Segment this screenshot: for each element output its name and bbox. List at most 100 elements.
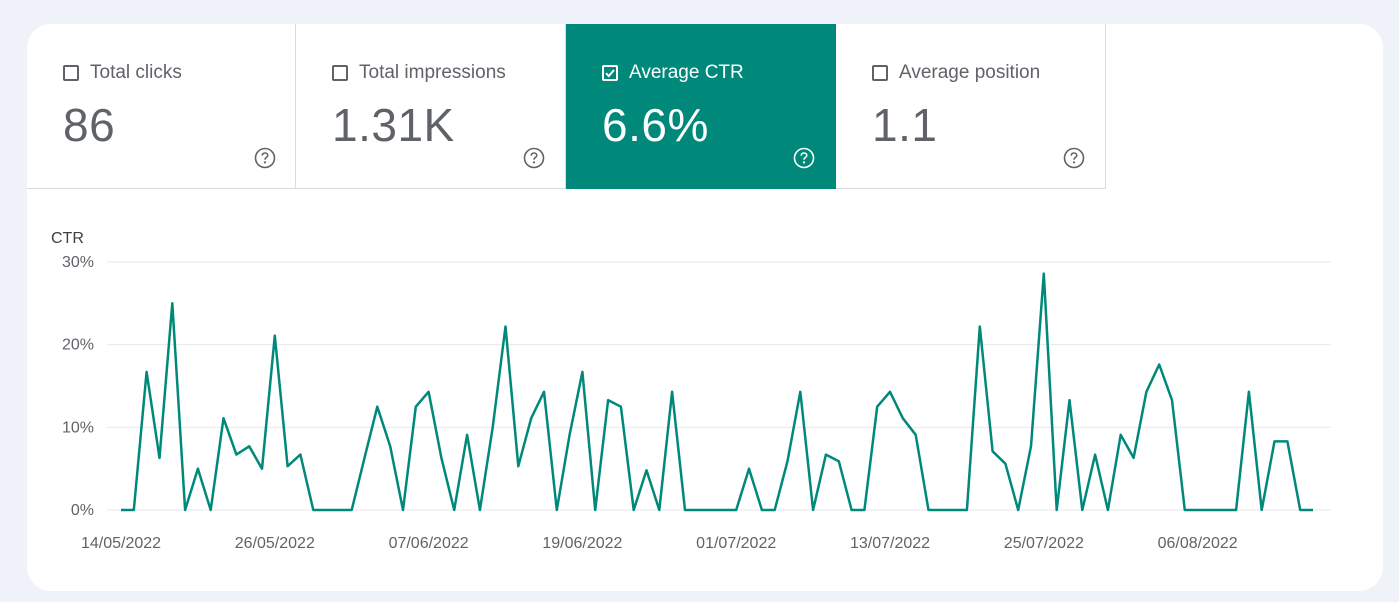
- help-circle-icon[interactable]: [793, 147, 815, 169]
- data-point[interactable]: [1142, 388, 1150, 396]
- metric-card-total-impressions[interactable]: Total impressions 1.31K: [296, 24, 566, 189]
- data-point[interactable]: [284, 462, 292, 470]
- data-point[interactable]: [1078, 506, 1086, 514]
- data-point[interactable]: [476, 506, 484, 514]
- help-circle-icon[interactable]: [254, 147, 276, 169]
- metric-card-total-clicks[interactable]: Total clicks 86: [27, 24, 296, 189]
- data-point[interactable]: [566, 431, 574, 439]
- data-point[interactable]: [527, 414, 535, 422]
- data-point[interactable]: [1130, 454, 1138, 462]
- data-point[interactable]: [924, 506, 932, 514]
- data-point[interactable]: [796, 388, 804, 396]
- data-point[interactable]: [707, 506, 715, 514]
- checkbox-icon[interactable]: [872, 65, 888, 81]
- data-point[interactable]: [386, 442, 394, 450]
- data-point[interactable]: [489, 423, 497, 431]
- data-point[interactable]: [976, 322, 984, 330]
- data-point[interactable]: [502, 322, 510, 330]
- data-point[interactable]: [745, 465, 753, 473]
- data-point[interactable]: [1027, 442, 1035, 450]
- data-point[interactable]: [553, 506, 561, 514]
- data-point[interactable]: [604, 396, 612, 404]
- checkbox-icon[interactable]: [63, 65, 79, 81]
- data-point[interactable]: [771, 506, 779, 514]
- data-point[interactable]: [514, 462, 522, 470]
- data-point[interactable]: [617, 403, 625, 411]
- data-point[interactable]: [130, 506, 138, 514]
- data-point[interactable]: [143, 368, 151, 376]
- data-point[interactable]: [1219, 506, 1227, 514]
- data-point[interactable]: [1091, 451, 1099, 459]
- data-point[interactable]: [232, 451, 240, 459]
- metric-card-average-position[interactable]: Average position 1.1: [836, 24, 1106, 189]
- data-point[interactable]: [668, 388, 676, 396]
- data-point[interactable]: [655, 506, 663, 514]
- data-point[interactable]: [207, 506, 215, 514]
- data-point[interactable]: [681, 506, 689, 514]
- data-point[interactable]: [1117, 431, 1125, 439]
- data-point[interactable]: [168, 299, 176, 307]
- data-point[interactable]: [1168, 396, 1176, 404]
- data-point[interactable]: [630, 506, 638, 514]
- ctr-series-line[interactable]: [121, 272, 1313, 512]
- data-point[interactable]: [399, 506, 407, 514]
- data-point[interactable]: [1232, 506, 1240, 514]
- data-point[interactable]: [1271, 437, 1279, 445]
- data-point[interactable]: [809, 506, 817, 514]
- data-point[interactable]: [694, 506, 702, 514]
- data-point[interactable]: [1040, 270, 1048, 278]
- data-point[interactable]: [540, 388, 548, 396]
- data-point[interactable]: [437, 454, 445, 462]
- data-point[interactable]: [1309, 506, 1317, 514]
- data-point[interactable]: [1065, 396, 1073, 404]
- data-point[interactable]: [1104, 506, 1112, 514]
- data-point[interactable]: [719, 506, 727, 514]
- data-point[interactable]: [194, 465, 202, 473]
- data-point[interactable]: [783, 457, 791, 465]
- checkbox-icon[interactable]: [332, 65, 348, 81]
- data-point[interactable]: [848, 506, 856, 514]
- data-point[interactable]: [361, 454, 369, 462]
- data-point[interactable]: [335, 506, 343, 514]
- data-point[interactable]: [732, 506, 740, 514]
- checkbox-checked-icon[interactable]: [602, 65, 618, 81]
- data-point[interactable]: [1014, 506, 1022, 514]
- data-point[interactable]: [271, 332, 279, 340]
- metric-card-average-ctr[interactable]: Average CTR 6.6%: [566, 24, 836, 189]
- data-point[interactable]: [899, 414, 907, 422]
- data-point[interactable]: [412, 403, 420, 411]
- data-point[interactable]: [117, 506, 125, 514]
- data-point[interactable]: [258, 465, 266, 473]
- data-point[interactable]: [1001, 460, 1009, 468]
- data-point[interactable]: [643, 466, 651, 474]
- data-point[interactable]: [912, 431, 920, 439]
- data-point[interactable]: [245, 442, 253, 450]
- data-point[interactable]: [373, 403, 381, 411]
- data-point[interactable]: [450, 506, 458, 514]
- data-point[interactable]: [886, 388, 894, 396]
- data-point[interactable]: [463, 431, 471, 439]
- data-point[interactable]: [937, 506, 945, 514]
- help-circle-icon[interactable]: [1063, 147, 1085, 169]
- data-point[interactable]: [1206, 506, 1214, 514]
- data-point[interactable]: [591, 506, 599, 514]
- data-point[interactable]: [860, 506, 868, 514]
- data-point[interactable]: [1053, 506, 1061, 514]
- data-point[interactable]: [425, 388, 433, 396]
- data-point[interactable]: [322, 506, 330, 514]
- data-point[interactable]: [873, 403, 881, 411]
- data-point[interactable]: [1245, 388, 1253, 396]
- data-point[interactable]: [835, 457, 843, 465]
- data-point[interactable]: [155, 454, 163, 462]
- data-point[interactable]: [1194, 506, 1202, 514]
- help-circle-icon[interactable]: [523, 147, 545, 169]
- data-point[interactable]: [1283, 437, 1291, 445]
- data-point[interactable]: [578, 368, 586, 376]
- data-point[interactable]: [758, 506, 766, 514]
- data-point[interactable]: [1296, 506, 1304, 514]
- data-point[interactable]: [963, 506, 971, 514]
- data-point[interactable]: [950, 506, 958, 514]
- data-point[interactable]: [1258, 506, 1266, 514]
- data-point[interactable]: [1181, 506, 1189, 514]
- data-point[interactable]: [348, 506, 356, 514]
